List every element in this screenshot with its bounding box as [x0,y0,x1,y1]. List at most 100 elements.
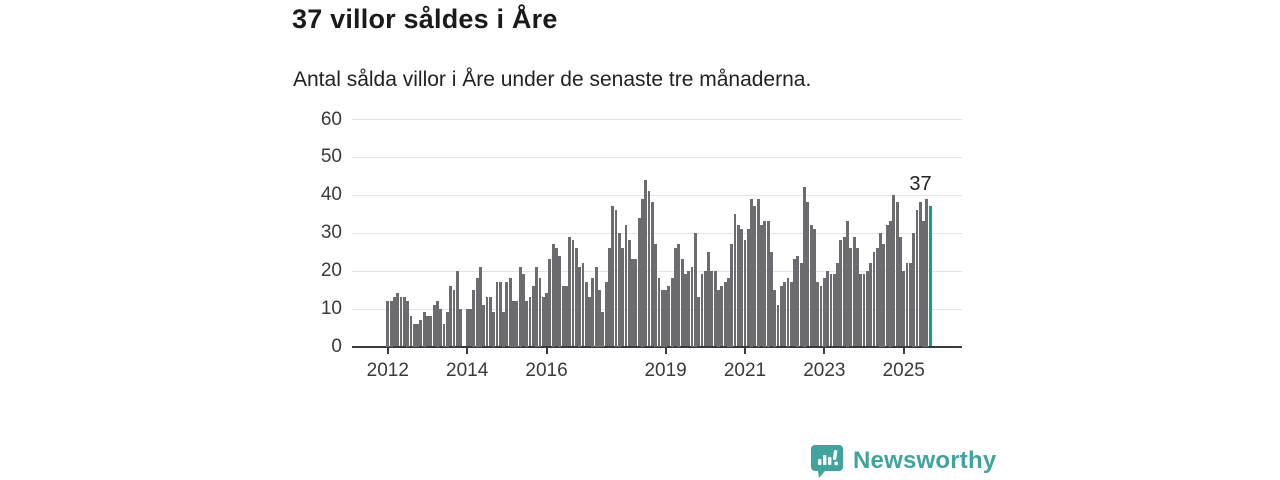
bar [455,270,459,347]
bar [465,308,469,347]
y-axis-label-40: 40 [320,184,342,206]
bar [518,266,522,347]
bar [898,236,902,347]
bar [892,194,896,347]
bar [736,225,740,347]
highlighted-current-bar [928,206,932,347]
gridline-y-30 [352,232,962,234]
bar [846,221,849,347]
x-axis-line [352,345,962,348]
newsworthy-logo-icon [811,445,843,478]
bar [472,289,476,347]
bar [727,278,730,347]
bar [617,232,621,347]
bar [654,244,658,347]
bar [882,244,886,347]
bar [641,198,644,347]
bar [621,247,625,347]
bar [723,282,727,347]
bar [875,247,879,347]
bar [505,282,509,347]
bar [912,232,916,347]
bar [816,282,820,347]
bar [813,228,816,347]
bar [902,270,906,347]
bar [803,187,806,347]
x-axis-label-2021: 2021 [723,359,767,381]
bar [432,304,436,347]
bar [879,232,882,347]
bar [684,274,687,347]
bar [690,266,694,347]
gridline-y-50 [352,156,962,158]
chart-title: 37 villor såldes i Åre [292,4,558,34]
y-axis-label-0: 0 [331,336,342,357]
x-axis-tick-2012 [386,347,389,354]
bar [885,225,889,347]
bar [908,263,912,347]
x-axis-label-2023: 2023 [803,359,846,381]
bar [485,297,489,347]
bar [611,206,615,347]
bar [604,282,608,347]
bar [849,247,853,347]
x-axis-label-2025: 2025 [882,359,925,381]
bar [664,289,668,347]
bar [416,323,419,347]
bar [667,285,671,347]
bar [717,289,720,347]
y-axis-label-10: 10 [320,298,342,320]
bar [895,202,899,347]
bar [469,308,472,347]
x-axis-tick-2014 [466,347,469,354]
y-axis-label-30: 30 [320,222,342,244]
newsworthy-branding: Newsworthy [810,443,996,479]
chart-subtitle: Antal sålda villor i Åre under de senast… [293,68,812,91]
bar [564,285,568,347]
bar [634,259,638,347]
bar [389,301,393,347]
bar [561,285,565,347]
bar [502,312,505,347]
bar [915,210,919,347]
y-axis-label-60: 60 [320,108,342,130]
bar [796,255,800,347]
bar [545,293,548,347]
bar [783,282,787,347]
bar [789,282,793,347]
bar [697,297,701,347]
bar [571,240,575,347]
bar [614,210,618,347]
bar [426,316,429,347]
bar [703,270,707,347]
x-axis-label-2014: 2014 [446,359,489,381]
bar [598,289,601,347]
bar [746,228,750,347]
x-axis-tick-2016 [545,347,548,354]
x-axis-label-2019: 2019 [644,359,687,381]
bar [498,282,502,347]
bar [624,225,628,347]
bar [730,244,734,347]
bar [872,251,876,347]
bar [419,319,423,347]
x-axis-tick-2023 [823,347,826,354]
bar [607,247,611,347]
bar [584,282,588,347]
bar [452,289,456,347]
bar [578,266,582,347]
bar [396,293,400,347]
bar [905,263,909,347]
bar [674,247,677,347]
bar [594,266,598,347]
bar [627,240,631,347]
bar [766,221,770,347]
bar [680,259,684,347]
bar [644,179,648,347]
bar [809,225,813,347]
gridline-y-40 [352,194,962,196]
bar [687,270,691,347]
bar [670,278,674,347]
